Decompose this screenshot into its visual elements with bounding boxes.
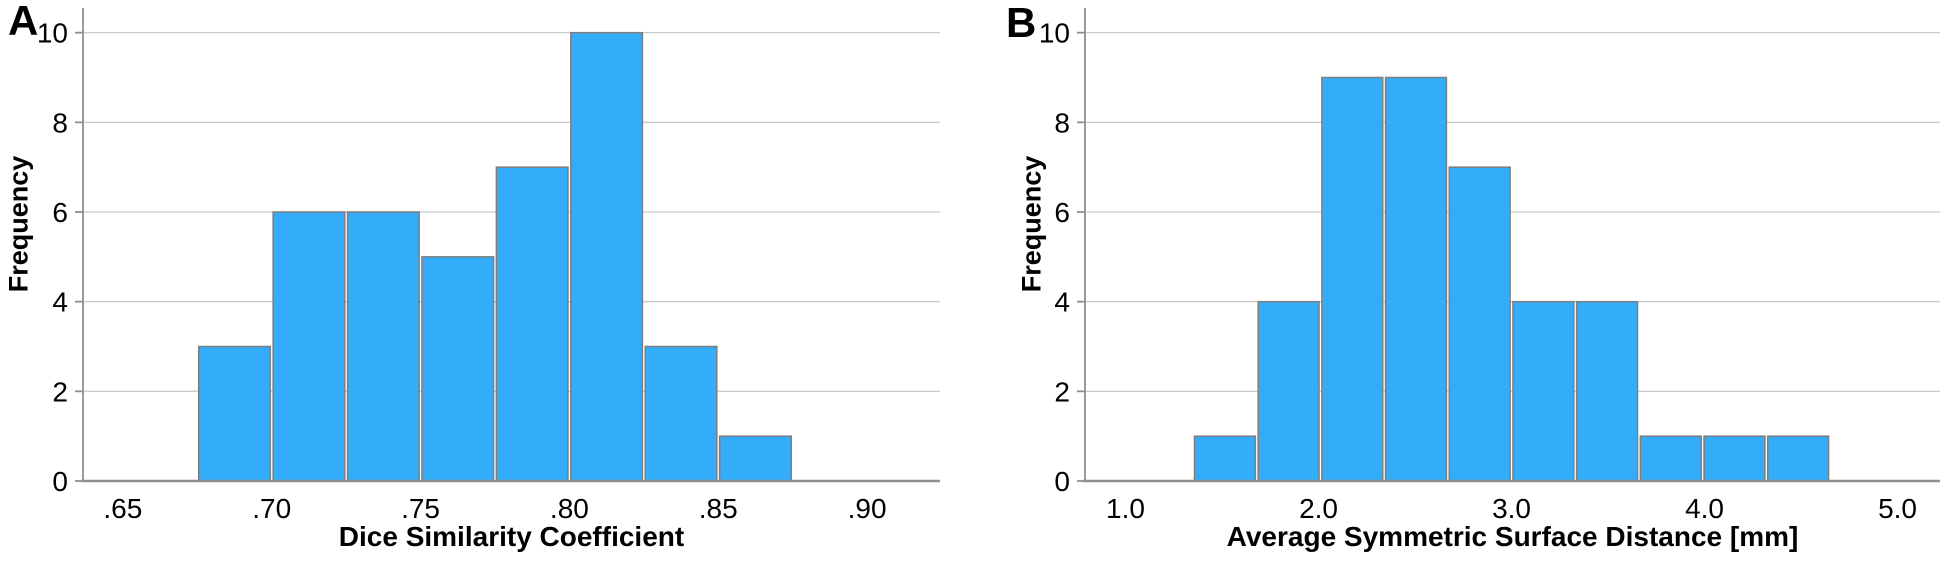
panel-b-x-axis-title: Average Symmetric Surface Distance [mm] — [1226, 521, 1799, 552]
panel-b-letter: B — [1006, 0, 1037, 46]
svg-text:2: 2 — [52, 376, 68, 407]
panel-a-x-axis-title: Dice Similarity Coefficient — [338, 521, 685, 552]
svg-text:2: 2 — [1054, 376, 1070, 407]
svg-text:10: 10 — [37, 18, 68, 49]
panel-a: 0 2 4 6 8 10 .65 .70 .75 .80 .85 .90 A Frequency Di… — [3, 0, 940, 552]
svg-text:.75: .75 — [401, 493, 440, 524]
svg-text:6: 6 — [1054, 197, 1070, 228]
svg-text:3.0: 3.0 — [1492, 493, 1531, 524]
svg-text:6: 6 — [52, 197, 68, 228]
panel-a-letter: A — [8, 0, 39, 44]
panel-b: 0 2 4 6 8 10 1.0 2.0 3.0 4.0 5.0 B Frequency Avera… — [975, 0, 1950, 564]
svg-text:8: 8 — [52, 107, 68, 138]
histogram-dice-similarity: 0 2 4 6 8 10 .65 .70 .75 .80 .85 .90 — [37, 8, 940, 524]
svg-text:0: 0 — [52, 466, 68, 497]
svg-text:4: 4 — [52, 287, 68, 318]
svg-text:.85: .85 — [699, 493, 738, 524]
svg-text:10: 10 — [1039, 18, 1070, 49]
svg-text:8: 8 — [1054, 107, 1070, 138]
histogram-average-symmetric-surface-distance: 0 2 4 6 8 10 1.0 2.0 3.0 4.0 5.0 — [1039, 8, 1940, 524]
panel-a-y-axis-title: Frequency — [3, 155, 34, 293]
svg-text:4.0: 4.0 — [1685, 493, 1724, 524]
svg-text:.90: .90 — [848, 493, 887, 524]
svg-text:2.0: 2.0 — [1299, 493, 1338, 524]
svg-text:.80: .80 — [550, 493, 589, 524]
svg-text:1.0: 1.0 — [1106, 493, 1145, 524]
svg-text:.65: .65 — [103, 493, 142, 524]
svg-text:5.0: 5.0 — [1878, 493, 1917, 524]
panel-b-y-axis-title: Frequency — [1016, 155, 1047, 293]
svg-text:.70: .70 — [252, 493, 291, 524]
svg-text:4: 4 — [1054, 287, 1070, 318]
svg-text:0: 0 — [1054, 466, 1070, 497]
